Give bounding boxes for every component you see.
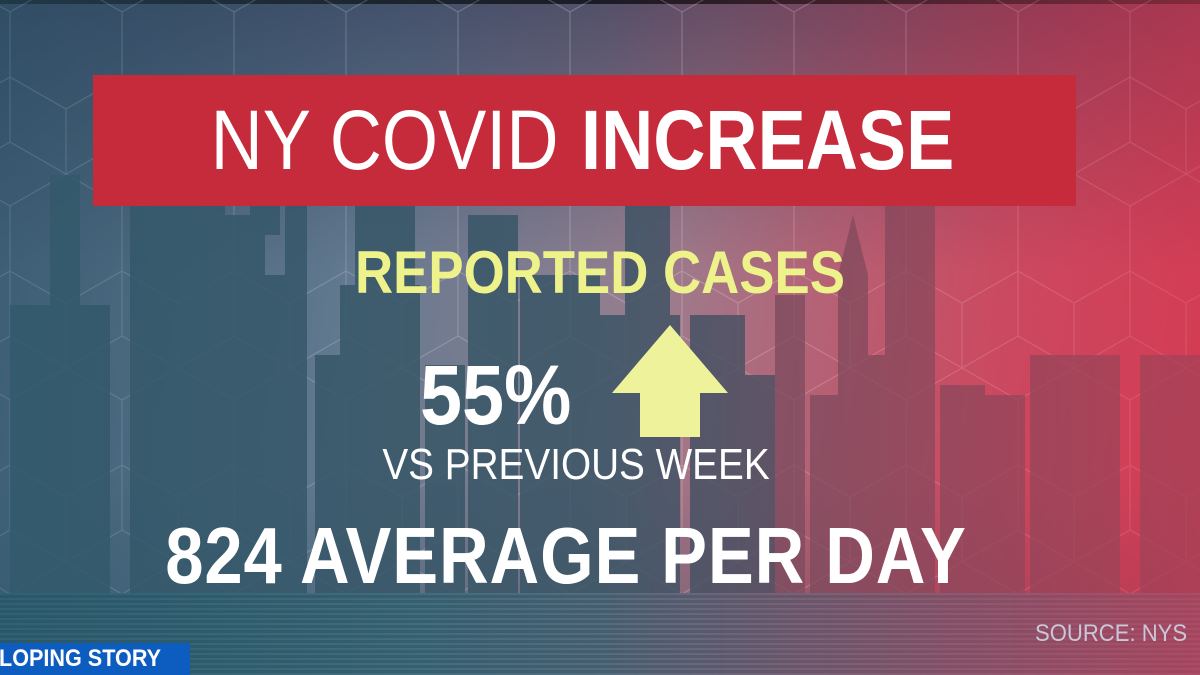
title-light-text: NY COVID (210, 93, 559, 187)
daily-average-text: 824 AVERAGE PER DAY (165, 511, 967, 600)
comparison-caption: VS PREVIOUS WEEK (382, 440, 770, 489)
source-attribution: SOURCE: NYSD (1035, 620, 1187, 647)
percent-change-value: 55% (420, 348, 572, 442)
title-banner: NY COVID INCREASE (93, 75, 1076, 206)
title-bold-text: INCREASE (580, 93, 955, 187)
percent-change-row: 55% (420, 325, 730, 437)
story-tag-label: LOPING STORY (0, 645, 162, 672)
subtitle-reported-cases: REPORTED CASES (355, 239, 845, 306)
developing-story-tag: LOPING STORY (0, 643, 190, 675)
up-arrow-icon (612, 325, 729, 437)
